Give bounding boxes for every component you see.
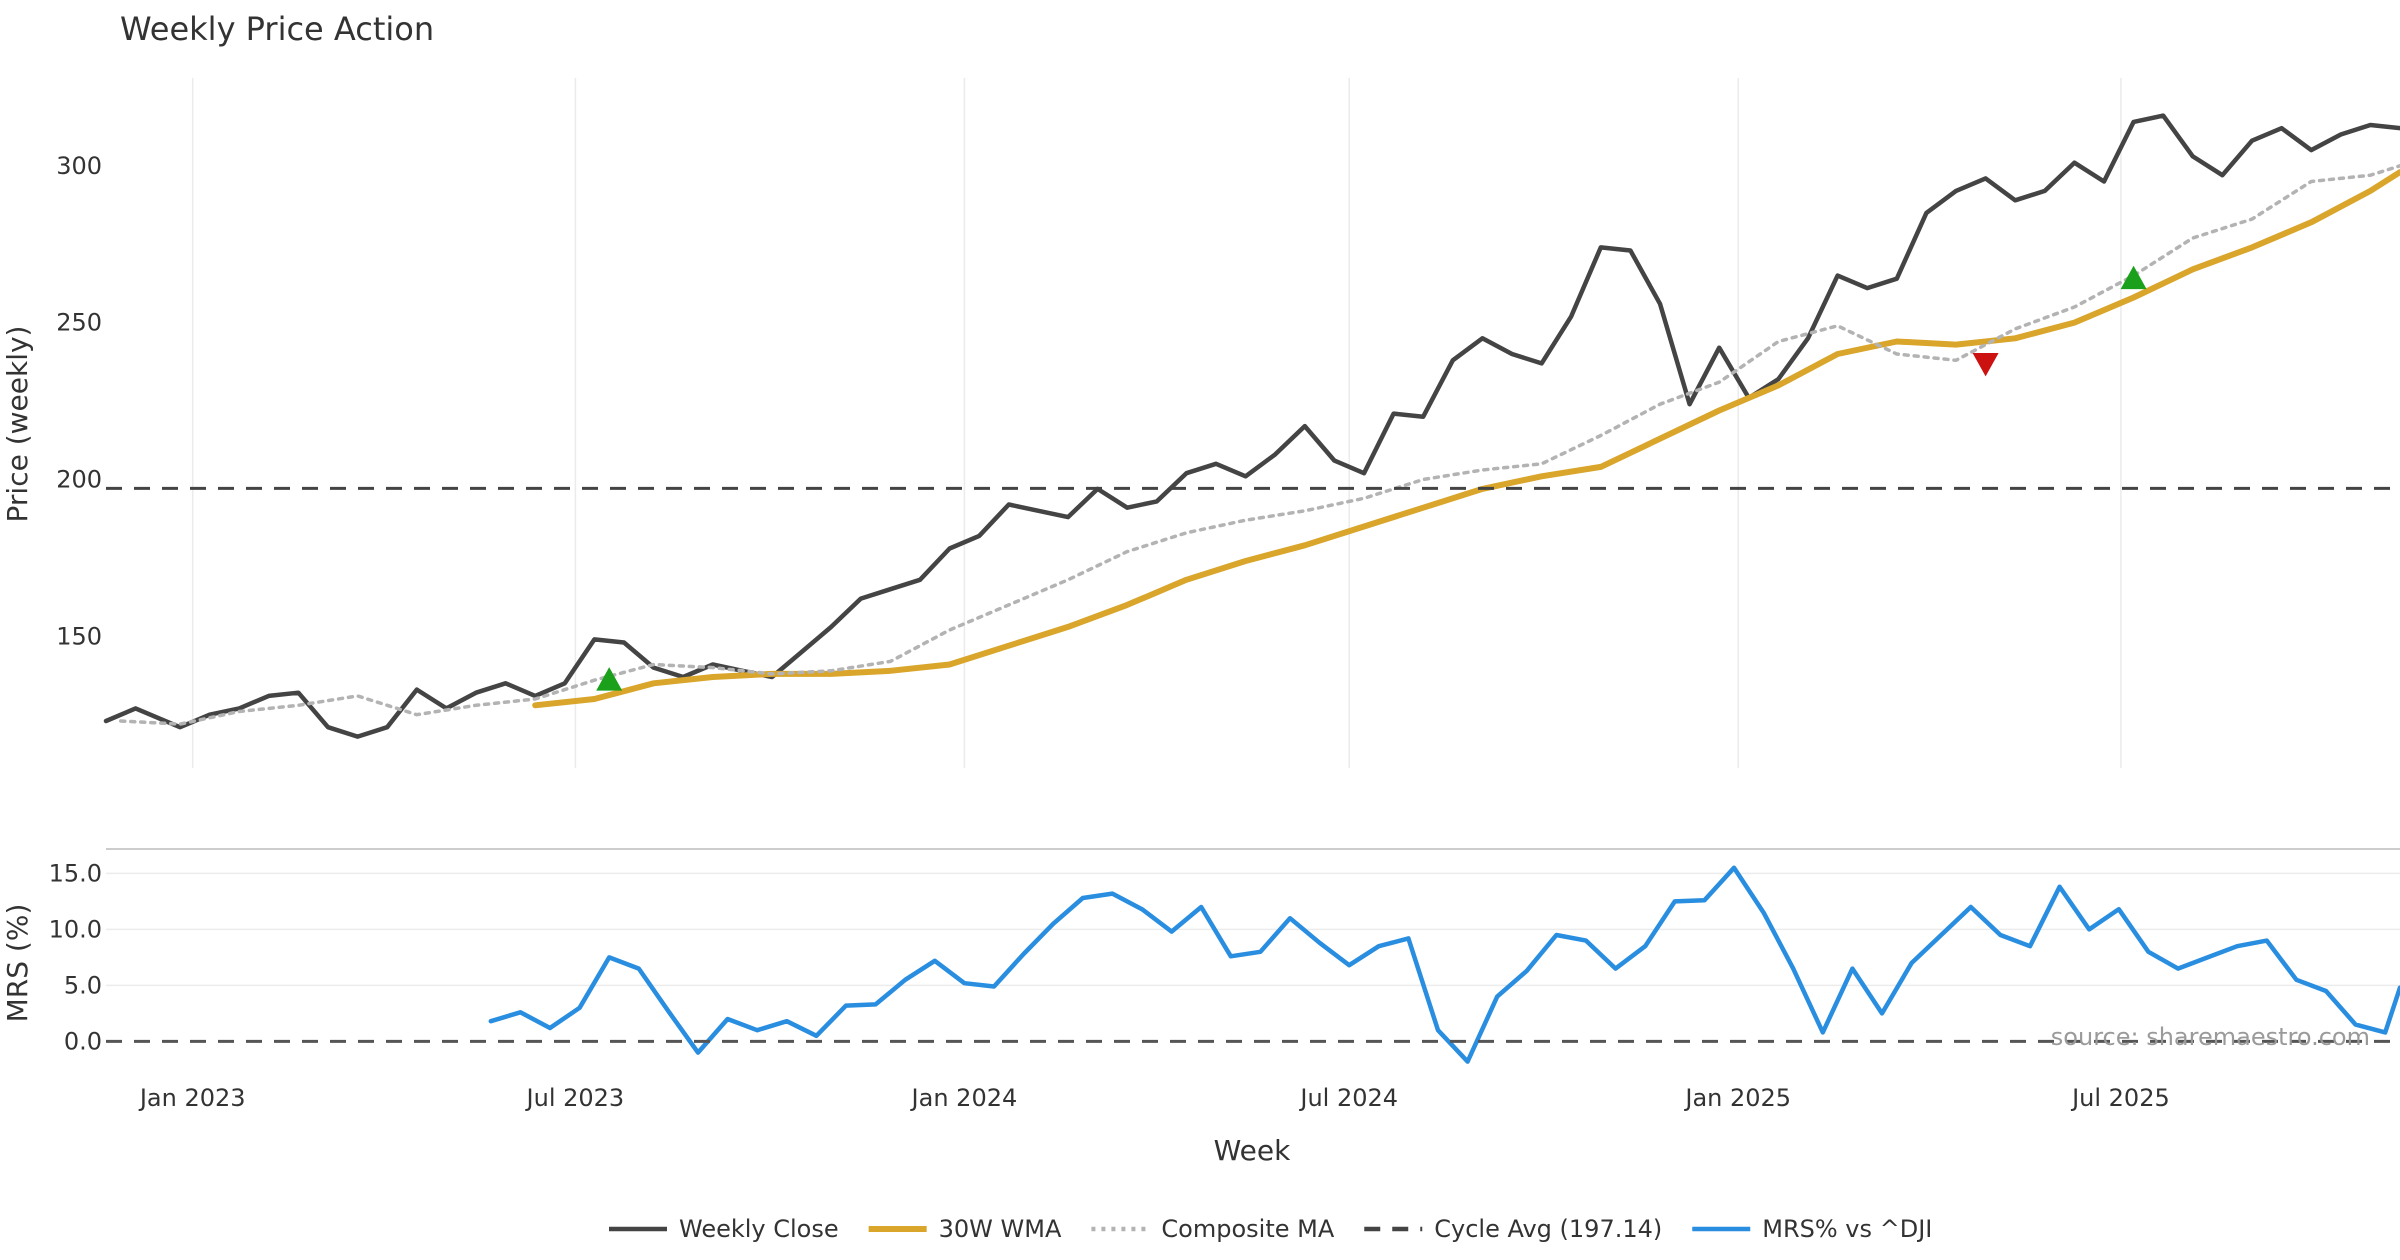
signal-markers (596, 265, 2147, 691)
price-y-tick-label: 250 (56, 309, 102, 337)
mrs-y-tick-label: 5.0 (64, 971, 102, 999)
price-series (103, 113, 2400, 739)
mrs-grid (106, 872, 2400, 987)
legend-label: Weekly Close (679, 1215, 839, 1243)
price-y-tick-label: 200 (56, 465, 102, 493)
legend: Weekly Close 30W WMA Composite MA Cycle Avg… (609, 1215, 1932, 1243)
x-tick-label: Jul 2024 (1298, 1084, 1398, 1112)
legend-item: Composite MA (1091, 1215, 1335, 1243)
series-line-composite-ma (119, 164, 2400, 726)
legend-item: 30W WMA (868, 1215, 1062, 1243)
price-grid (191, 78, 2122, 768)
legend-label: MRS% vs ^DJI (1762, 1215, 1932, 1243)
series-line-weekly-close (103, 113, 2400, 739)
mrs-y-tick-label: 0.0 (64, 1027, 102, 1055)
price-y-tick-label: 150 (56, 622, 102, 650)
x-tick-label: Jul 2023 (525, 1084, 625, 1112)
x-tick-label: Jan 2023 (138, 1084, 246, 1112)
sell-signal-marker (1972, 353, 1999, 377)
legend-item: Cycle Avg (197.14) (1364, 1215, 1662, 1243)
legend-label: Composite MA (1161, 1215, 1334, 1243)
legend-label: Cycle Avg (197.14) (1434, 1215, 1662, 1243)
mrs-y-axis-title: MRS (%) (1, 904, 34, 1023)
price-panel: 150 200 250 300 Price (weekly) (1, 78, 2400, 768)
x-tick-label: Jan 2024 (910, 1084, 1018, 1112)
buy-signal-marker (2120, 265, 2147, 290)
buy-signal-marker (596, 667, 623, 691)
series-line-mrs-vs-dji (488, 865, 2400, 1064)
price-y-tick-label: 300 (56, 152, 102, 180)
mrs-y-tick-label: 15.0 (49, 859, 102, 887)
x-axis-ticks: Jan 2023 Jul 2023 Jan 2024 Jul 2024 Jan 2025… (138, 1084, 2170, 1112)
mrs-panel: 0.0 5.0 10.0 15.0 MRS (%) source: sharemaes… (1, 848, 2400, 1064)
x-axis-title: Week (1214, 1134, 1291, 1167)
x-tick-label: Jan 2025 (1683, 1084, 1791, 1112)
chart-title: Weekly Price Action (120, 10, 434, 48)
source-annotation: source: sharemaestro.com (2051, 1023, 2370, 1051)
mrs-series (106, 865, 2400, 1064)
mrs-y-ticks: 0.0 5.0 10.0 15.0 (49, 859, 102, 1055)
mrs-y-tick-label: 10.0 (49, 915, 102, 943)
legend-label: 30W WMA (939, 1215, 1062, 1243)
legend-item: Weekly Close (609, 1215, 839, 1243)
price-y-ticks: 150 200 250 300 (56, 152, 102, 650)
price-y-axis-title: Price (weekly) (1, 326, 34, 523)
legend-item: MRS% vs ^DJI (1692, 1215, 1932, 1243)
x-tick-label: Jul 2025 (2070, 1084, 2170, 1112)
